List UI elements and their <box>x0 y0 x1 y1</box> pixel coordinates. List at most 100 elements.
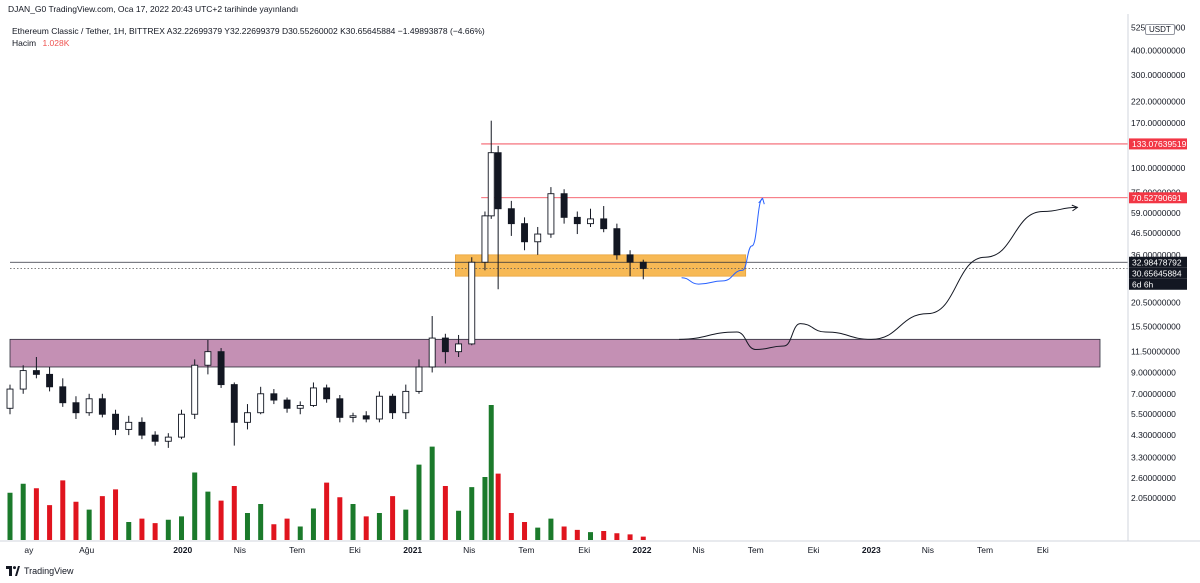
candle-body-48 <box>626 254 634 263</box>
candle-body-17 <box>230 384 238 423</box>
volume-bar-24 <box>324 482 330 540</box>
volume-bar-2 <box>33 488 39 540</box>
y-tick-label-17: 5.50000000 <box>1131 409 1176 419</box>
publish-header: DJAN_G0 TradingView.com, Oca 17, 2022 20… <box>8 4 299 14</box>
candle-7 <box>98 393 106 418</box>
volume-bar-8 <box>113 489 119 540</box>
chart-canvas[interactable]: 525.00000000400.00000000300.00000000220.… <box>0 14 1200 565</box>
candle-body-39 <box>507 208 515 225</box>
candle-44 <box>573 211 581 235</box>
zones-layer <box>9 254 1101 368</box>
candle-body-45 <box>587 218 594 225</box>
volume-bar-45 <box>587 532 593 540</box>
candle-body-5 <box>72 402 80 414</box>
volume-bar-17 <box>231 486 237 540</box>
x-tick-label-3: Nis <box>234 545 246 555</box>
candle-body-10 <box>138 421 146 436</box>
candle-body-1 <box>19 370 27 390</box>
candle-body-15 <box>204 351 212 366</box>
candle-3 <box>46 366 54 392</box>
candle-31 <box>415 359 423 394</box>
volume-bar-4 <box>60 480 66 540</box>
footer-brand: TradingView <box>24 566 74 576</box>
candle-26 <box>349 412 357 423</box>
candle-33 <box>441 333 449 364</box>
volume-bar-43 <box>561 526 567 540</box>
y-tick-label-8: 59.00000000 <box>1131 208 1181 218</box>
candle-body-4 <box>59 386 67 404</box>
candle-39 <box>507 200 515 236</box>
y-tick-label-1: 400.00000000 <box>1131 46 1186 56</box>
candle-body-42 <box>547 193 555 235</box>
volume-bar-37 <box>488 405 494 540</box>
candle-body-26 <box>349 415 357 418</box>
volume-bar-19 <box>258 504 264 540</box>
x-tick-label-14: 2023 <box>862 545 881 555</box>
volume-label: Hacim <box>12 38 37 48</box>
x-tick-label-5: Eki <box>349 545 361 555</box>
candle-9 <box>125 415 133 436</box>
candle-body-33 <box>441 337 449 353</box>
candle-body-2 <box>32 370 40 375</box>
candle-19 <box>257 386 265 415</box>
candle-body-40 <box>521 223 528 243</box>
candle-42 <box>547 187 555 238</box>
price-axis: 525.00000000400.00000000300.00000000220.… <box>1127 14 1187 541</box>
candle-35 <box>468 257 476 346</box>
candle-24 <box>323 384 331 403</box>
volume-bar-1 <box>20 483 26 540</box>
candle-8 <box>112 409 119 436</box>
candle-37 <box>487 120 495 219</box>
x-tick-label-2: 2020 <box>173 545 192 555</box>
candle-body-41 <box>534 233 542 243</box>
y-tick-label-2: 300.00000000 <box>1131 70 1186 80</box>
candle-body-29 <box>389 395 397 414</box>
candle-10 <box>138 417 146 440</box>
black-projection-arrowhead <box>1071 204 1079 212</box>
candle-body-22 <box>296 405 304 409</box>
y-tick-label-4: 170.00000000 <box>1131 118 1186 128</box>
x-tick-label-1: Ağu <box>79 545 94 555</box>
black-projection <box>679 206 1078 350</box>
candle-45 <box>587 208 594 227</box>
candle-body-35 <box>468 261 476 345</box>
candles-layer <box>6 120 647 448</box>
y-tick-label-15: 9.00000000 <box>1131 367 1176 377</box>
price-label-box-3 <box>1129 267 1187 279</box>
volume-bar-39 <box>508 513 514 540</box>
volume-bar-16 <box>218 500 224 540</box>
candle-11 <box>151 431 159 446</box>
volume-bar-21 <box>284 518 290 540</box>
candle-5 <box>72 396 80 420</box>
candle-body-6 <box>85 398 93 414</box>
volume-bar-22 <box>297 526 303 540</box>
y-tick-label-14: 11.50000000 <box>1131 347 1180 357</box>
x-tick-label-16: Tem <box>977 545 993 555</box>
price-label-0: 133.07639519 <box>1129 138 1187 150</box>
volume-bar-6 <box>86 509 92 540</box>
candle-29 <box>389 393 397 420</box>
volume-bar-32 <box>429 446 435 540</box>
currency-badge[interactable]: USDT <box>1145 24 1175 35</box>
candle-body-46 <box>600 218 608 230</box>
candle-body-27 <box>362 415 370 420</box>
volume-bar-38 <box>495 473 501 540</box>
volume-bar-44 <box>574 529 580 540</box>
y-tick-label-3: 220.00000000 <box>1131 96 1186 106</box>
volume-bar-12 <box>165 519 171 540</box>
candle-body-14 <box>191 364 199 415</box>
candle-body-0 <box>6 388 14 409</box>
x-tick-label-6: 2021 <box>403 545 422 555</box>
candle-34 <box>455 334 463 357</box>
time-axis: ay Ağu 2020 Nis Tem Eki 2021 Nis Tem Eki 2022 Nis Te… <box>0 540 1200 555</box>
candle-body-16 <box>217 351 225 386</box>
y-tick-label-21: 2.05000000 <box>1131 493 1176 503</box>
volume-bar-47 <box>614 533 620 540</box>
candle-body-11 <box>151 434 159 442</box>
candle-41 <box>534 226 542 255</box>
price-label-box-2 <box>1129 256 1187 268</box>
volume-bar-34 <box>456 510 462 540</box>
candle-16 <box>217 348 225 388</box>
volume-bar-33 <box>442 486 448 540</box>
candle-15 <box>204 339 212 375</box>
